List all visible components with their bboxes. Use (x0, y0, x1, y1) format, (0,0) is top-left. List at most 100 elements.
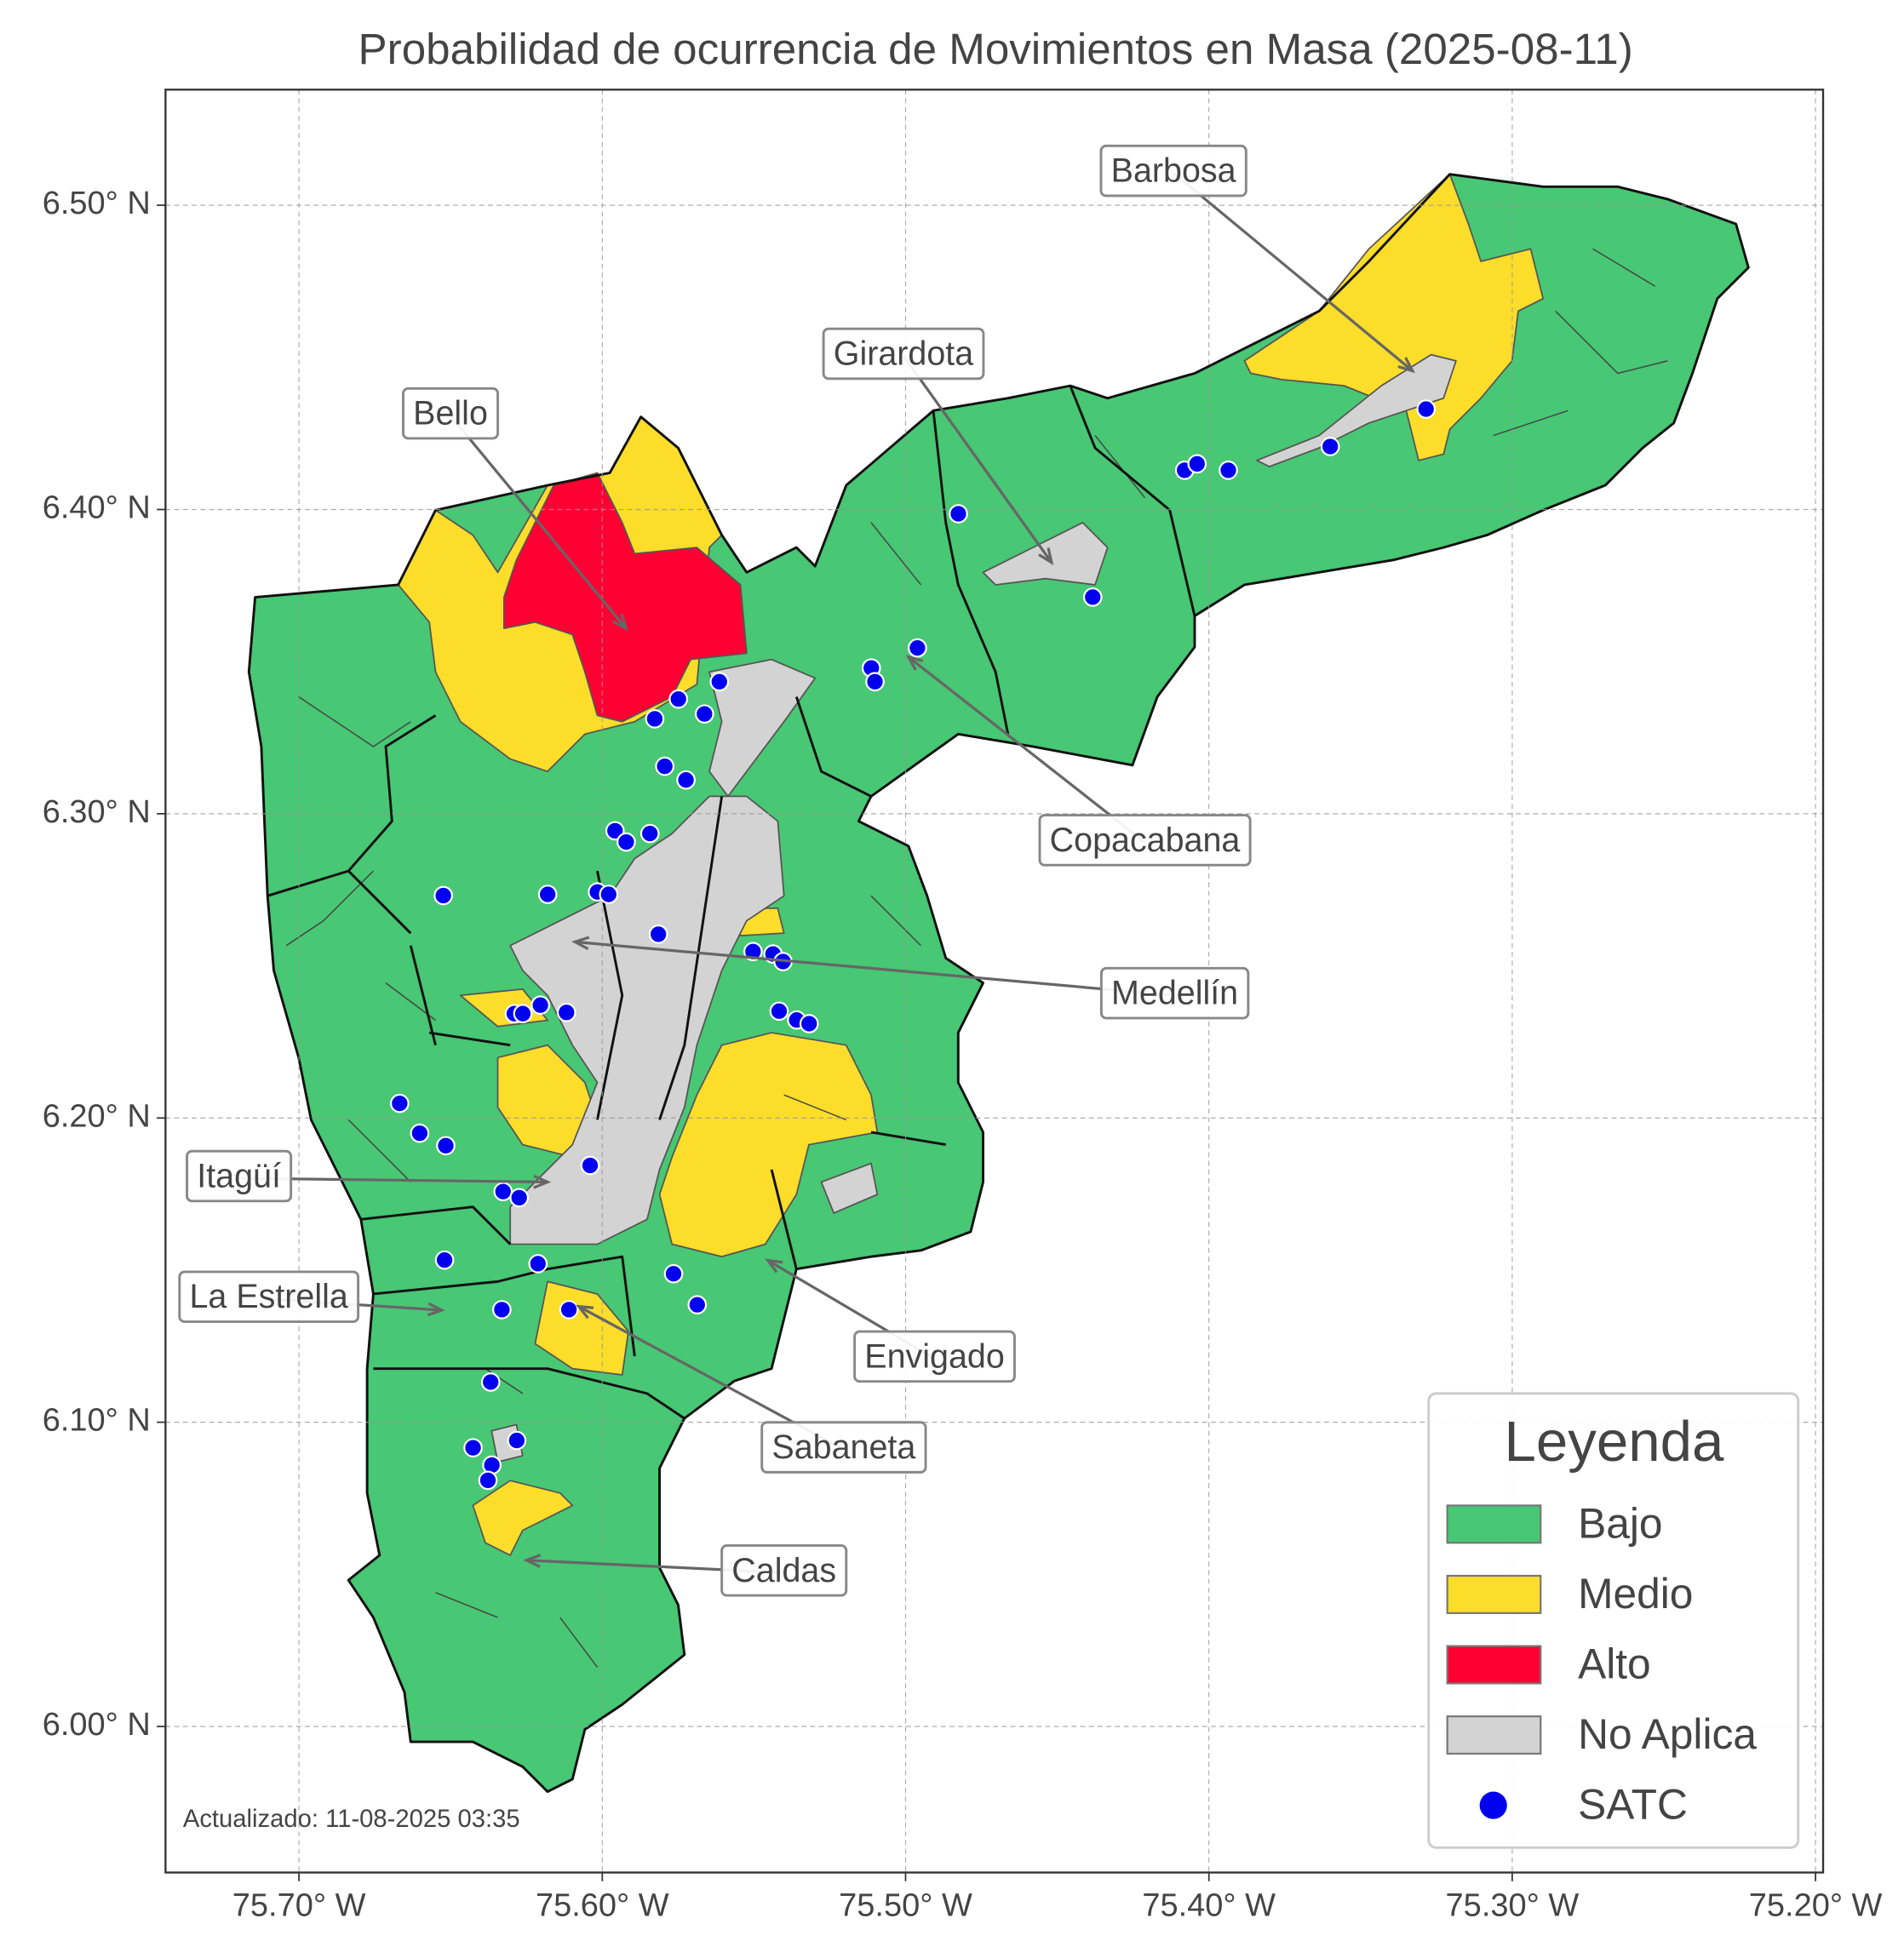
satc-point (530, 995, 550, 1015)
x-tick-label: 75.70° W (232, 1887, 366, 1923)
annotation-box (822, 327, 985, 381)
annotation-label: Envigado (864, 1337, 1004, 1375)
satc-point (617, 832, 636, 852)
annotation-label: Medellín (1111, 975, 1238, 1012)
satc-point (480, 1372, 501, 1392)
y-tick-label: 6.00° N (43, 1707, 151, 1743)
annotation-label: Girardota (834, 335, 973, 372)
arrow-head (765, 1258, 783, 1274)
legend-label: No Aplica (1578, 1710, 1757, 1758)
legend-label: SATC (1578, 1781, 1688, 1829)
annotation: Caldas (523, 1543, 848, 1597)
annotation-label: Caldas (731, 1552, 836, 1589)
satc-point (1082, 587, 1103, 607)
satc-point (537, 885, 558, 904)
region-alto (503, 472, 748, 723)
municipal-lines (285, 248, 1668, 1668)
satc-point (1219, 461, 1238, 480)
satc-point (663, 1263, 684, 1284)
annotation-arrow (902, 355, 1053, 564)
annotation: La Estrella (178, 1270, 445, 1324)
annotation-box (178, 1270, 360, 1324)
satc-point (1320, 437, 1340, 456)
satc-point (580, 1155, 600, 1176)
region-medio (472, 1480, 574, 1556)
annotation: Envigado (765, 1258, 1016, 1383)
map-title: Probabilidad de ocurrencia de Movimiento… (358, 25, 1633, 73)
legend-title: Leyenda (1505, 1410, 1725, 1474)
satc-point (556, 1002, 576, 1022)
legend: Leyenda Bajo Medio Alto No Aplica SATC (1427, 1392, 1800, 1849)
satc-point (478, 1470, 498, 1491)
satc-point (645, 709, 665, 729)
satc-point (648, 925, 668, 944)
annotation-arrow (907, 656, 1146, 844)
satc-point (865, 672, 885, 692)
arrow-head (575, 1304, 594, 1320)
arrow-head (1038, 547, 1054, 566)
annotation: Girardota (822, 327, 1054, 566)
satc-point (390, 1093, 410, 1114)
arrow-head (1397, 357, 1415, 374)
satc-point (433, 885, 453, 906)
satc-point (463, 1438, 483, 1457)
satc-point (687, 1295, 708, 1314)
satc-point (434, 1250, 455, 1270)
x-tick-label: 75.30° W (1446, 1887, 1580, 1923)
arrow-head (611, 613, 628, 632)
satc-point (559, 1300, 579, 1320)
arrow-head (571, 936, 590, 951)
annotation-arrow (449, 415, 628, 630)
footnote: Actualizado: 11-08-2025 03:35 (183, 1806, 520, 1833)
y-tick-label: 6.30° N (43, 794, 151, 830)
satc-point (492, 1300, 512, 1320)
annotation: Medellín (571, 936, 1250, 1020)
satc-point (1187, 454, 1207, 474)
satc-point (605, 821, 625, 841)
annotation: Sabaneta (575, 1304, 927, 1474)
satc-point (436, 1136, 456, 1156)
axes-frame (164, 89, 1825, 1874)
legend-label: Medio (1578, 1570, 1693, 1618)
satc-point (410, 1123, 430, 1143)
satc-points (390, 399, 1437, 1491)
annotation: Copacabana (905, 655, 1252, 867)
region-no-aplica (509, 795, 785, 1245)
arrow-head (523, 1554, 542, 1568)
annotation-box (1099, 966, 1250, 1020)
legend-label: Bajo (1578, 1499, 1662, 1547)
satc-point (493, 1182, 513, 1202)
satc-point (655, 756, 675, 776)
annotations: Barbosa Girardota Bello Copacabana Medellín I… (178, 144, 1415, 1597)
annotation-box (853, 1330, 1016, 1383)
satc-point (676, 770, 696, 790)
map-regions (247, 173, 1750, 1794)
annotation-label: Barbosa (1111, 152, 1236, 190)
legend-swatch (1446, 1715, 1542, 1755)
annotation-label: La Estrella (190, 1278, 348, 1315)
region-no-aplica (820, 1162, 879, 1214)
satc-point (709, 672, 730, 692)
x-tick-label: 75.50° W (839, 1887, 972, 1923)
y-tick-label: 6.20° N (43, 1098, 151, 1134)
satc-point (639, 823, 660, 844)
legend-swatch (1446, 1504, 1542, 1544)
y-tick-label: 6.40° N (43, 490, 151, 526)
y-tick-label: 6.50° N (43, 186, 151, 221)
region-medio (658, 1032, 879, 1258)
annotation-box (402, 386, 500, 440)
annotation-box (760, 1421, 927, 1474)
satc-point (695, 704, 714, 724)
legend-marker (1479, 1791, 1507, 1819)
annotation: Itagüí (186, 1149, 552, 1203)
satc-point (908, 638, 927, 658)
satc-point (799, 1014, 819, 1033)
satc-point (668, 689, 689, 709)
satc-point (528, 1254, 548, 1274)
x-tick-label: 75.20° W (1749, 1887, 1883, 1923)
satc-point (507, 1430, 527, 1451)
annotation-arrow (1173, 171, 1414, 372)
satc-point (1416, 399, 1437, 419)
